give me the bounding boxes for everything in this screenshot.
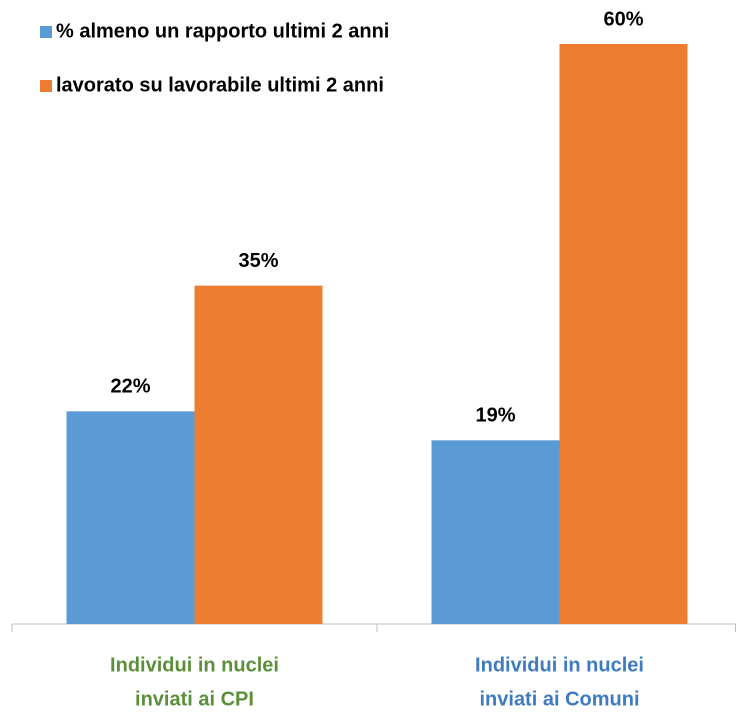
value-label: 22% bbox=[110, 376, 150, 398]
legend-label: % almeno un rapporto ultimi 2 anni bbox=[56, 20, 389, 42]
legend-swatch bbox=[40, 80, 52, 92]
x-tick-label: Individui in nuclei bbox=[110, 654, 279, 676]
bar bbox=[431, 440, 560, 624]
bar bbox=[66, 411, 195, 624]
legend-swatch bbox=[40, 26, 52, 38]
value-label: 60% bbox=[603, 8, 643, 30]
value-label: 19% bbox=[475, 405, 515, 427]
x-tick-label: inviati ai CPI bbox=[135, 688, 254, 710]
bar bbox=[194, 285, 323, 624]
value-label: 35% bbox=[238, 250, 278, 272]
legend-label: lavorato su lavorabile ultimi 2 anni bbox=[56, 74, 384, 96]
x-tick-label: Individui in nuclei bbox=[475, 654, 644, 676]
bar bbox=[559, 44, 688, 624]
x-tick-label: inviati ai Comuni bbox=[479, 688, 639, 710]
